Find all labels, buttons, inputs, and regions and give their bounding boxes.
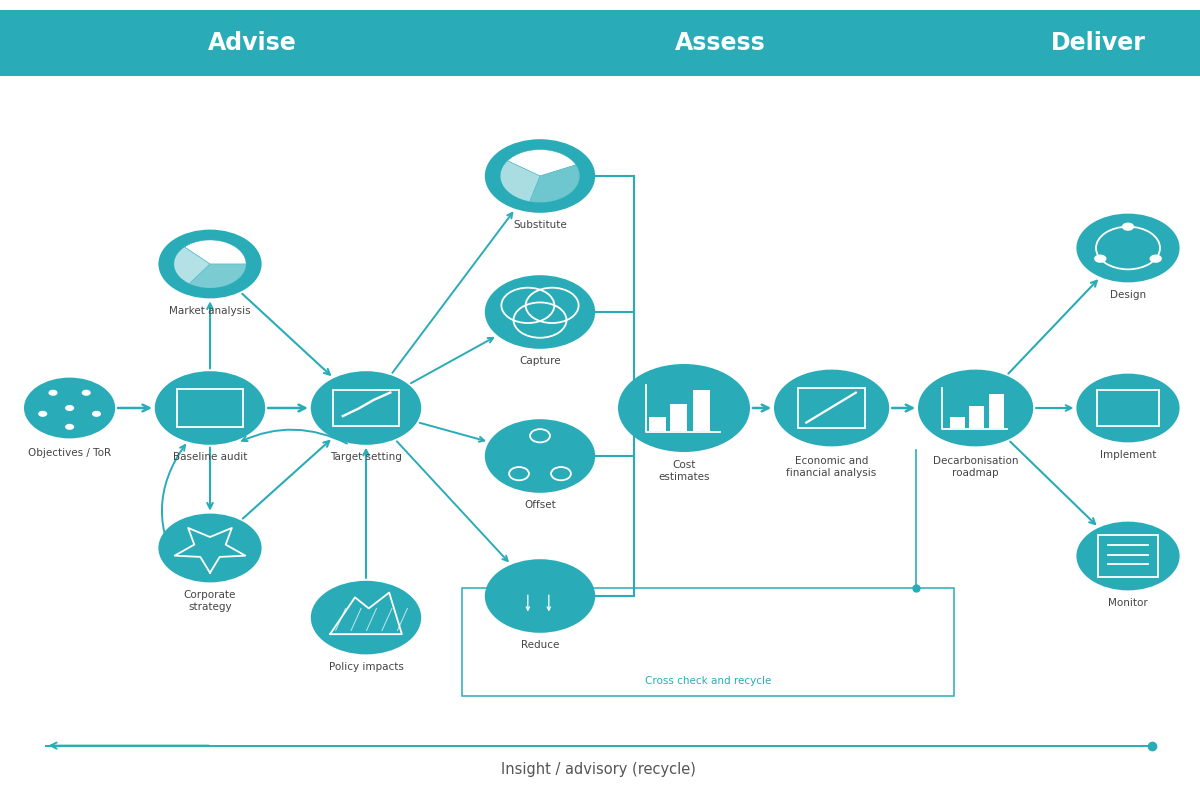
Text: Cross check and recycle: Cross check and recycle [644,676,772,686]
Circle shape [24,378,115,438]
Text: Objectives / ToR: Objectives / ToR [28,448,112,458]
Circle shape [485,559,595,633]
Circle shape [1076,522,1180,590]
Circle shape [158,230,262,298]
Circle shape [65,424,74,430]
Circle shape [918,370,1033,446]
Text: Assess: Assess [674,31,766,55]
Text: Market analysis: Market analysis [169,306,251,315]
Circle shape [485,275,595,349]
Circle shape [1094,254,1106,262]
Wedge shape [190,264,246,288]
Wedge shape [174,247,210,284]
Text: Monitor: Monitor [1108,598,1148,608]
FancyBboxPatch shape [960,10,1200,76]
Circle shape [48,390,58,396]
Wedge shape [529,165,580,202]
Text: Corporate
strategy: Corporate strategy [184,590,236,612]
Text: Cost
estimates: Cost estimates [659,460,709,482]
Text: Baseline audit: Baseline audit [173,452,247,462]
Text: Substitute: Substitute [514,220,566,230]
FancyBboxPatch shape [949,418,965,428]
Text: Target setting: Target setting [330,452,402,462]
Circle shape [1076,374,1180,442]
FancyBboxPatch shape [528,10,960,76]
FancyBboxPatch shape [692,390,709,431]
Text: Insight / advisory (recycle): Insight / advisory (recycle) [502,762,696,777]
Text: Economic and
financial analysis: Economic and financial analysis [786,456,877,478]
Circle shape [155,371,265,445]
Circle shape [1076,214,1180,282]
FancyBboxPatch shape [989,394,1004,428]
Circle shape [485,419,595,493]
Wedge shape [185,240,246,264]
Circle shape [1150,254,1162,262]
FancyBboxPatch shape [649,417,666,431]
FancyBboxPatch shape [970,406,984,428]
Text: Deliver: Deliver [1050,31,1146,55]
Circle shape [65,405,74,411]
Circle shape [774,370,889,446]
Text: Offset: Offset [524,500,556,510]
Circle shape [485,139,595,213]
Wedge shape [500,161,540,202]
FancyBboxPatch shape [670,405,688,431]
Circle shape [38,410,47,417]
Circle shape [311,581,421,654]
Circle shape [311,371,421,445]
FancyBboxPatch shape [0,10,528,76]
Text: Capture: Capture [520,356,560,366]
Text: Advise: Advise [208,31,296,55]
Text: Policy impacts: Policy impacts [329,662,403,672]
Circle shape [618,364,750,452]
Wedge shape [508,150,576,176]
Circle shape [1122,222,1134,231]
Text: Design: Design [1110,290,1146,299]
Circle shape [82,390,91,396]
Circle shape [158,514,262,582]
Circle shape [92,410,101,417]
Text: Decarbonisation
roadmap: Decarbonisation roadmap [932,456,1019,478]
Text: Implement: Implement [1100,450,1156,459]
Text: Reduce: Reduce [521,640,559,650]
